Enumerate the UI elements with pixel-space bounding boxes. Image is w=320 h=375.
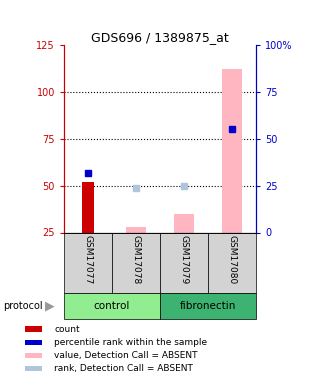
Text: GSM17078: GSM17078 [132, 235, 140, 284]
Text: control: control [94, 301, 130, 310]
Text: percentile rank within the sample: percentile rank within the sample [54, 338, 207, 346]
Bar [82, 182, 94, 232]
Text: protocol: protocol [3, 301, 43, 310]
Bar [160, 292, 256, 319]
Bar [160, 232, 208, 292]
Bar [25, 352, 43, 358]
Bar [64, 232, 112, 292]
Text: GSM17080: GSM17080 [228, 235, 236, 284]
Bar [174, 214, 194, 232]
Text: count: count [54, 324, 80, 334]
Bar [126, 227, 146, 232]
Bar [112, 232, 160, 292]
Bar [208, 232, 256, 292]
Bar [25, 326, 43, 332]
Text: rank, Detection Call = ABSENT: rank, Detection Call = ABSENT [54, 364, 193, 373]
Text: value, Detection Call = ABSENT: value, Detection Call = ABSENT [54, 351, 198, 360]
Text: GSM17079: GSM17079 [180, 235, 188, 284]
Text: ▶: ▶ [45, 299, 54, 312]
Title: GDS696 / 1389875_at: GDS696 / 1389875_at [91, 31, 229, 44]
Bar [25, 366, 43, 371]
Bar [25, 340, 43, 345]
Text: fibronectin: fibronectin [180, 301, 236, 310]
Bar [222, 69, 242, 232]
Text: GSM17077: GSM17077 [84, 235, 92, 284]
Bar [64, 292, 160, 319]
